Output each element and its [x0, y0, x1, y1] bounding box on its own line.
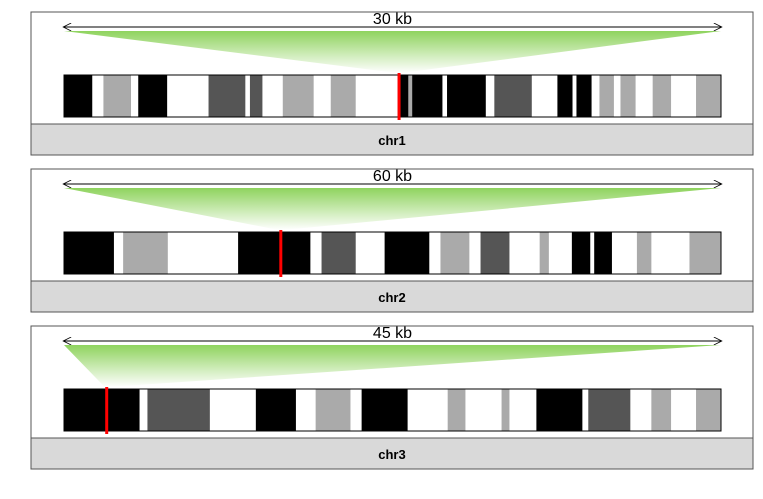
- ideogram-band: [696, 75, 722, 117]
- ideogram-band: [440, 232, 470, 274]
- chromosome-panel-chr3: 45 kb chr3: [30, 325, 754, 470]
- ideogram-band: [671, 75, 697, 117]
- ideogram: [64, 75, 722, 117]
- ideogram-band: [590, 232, 595, 274]
- ideogram-band: [245, 75, 251, 117]
- ideogram-band: [689, 232, 722, 274]
- scale-label: 45 kb: [373, 325, 412, 342]
- ideogram-band: [494, 75, 533, 117]
- ideogram-band: [295, 389, 317, 431]
- ideogram-band: [92, 75, 104, 117]
- ideogram-band: [64, 232, 115, 274]
- ideogram-band: [315, 389, 351, 431]
- ideogram-band: [103, 75, 132, 117]
- ideogram-band: [249, 75, 263, 117]
- ideogram-band: [485, 75, 495, 117]
- ideogram-band: [599, 75, 615, 117]
- ideogram-band: [696, 389, 722, 431]
- ideogram-band: [131, 75, 139, 117]
- ideogram-band: [350, 389, 363, 431]
- ideogram-band: [64, 389, 140, 431]
- ideogram-band: [361, 389, 409, 431]
- scale-label: 60 kb: [373, 168, 412, 185]
- ideogram-band: [531, 75, 558, 117]
- chromosome-title-bar: [30, 280, 754, 313]
- ideogram-band: [384, 232, 430, 274]
- ideogram-band: [123, 232, 169, 274]
- ideogram-band: [408, 75, 413, 117]
- ideogram-band: [582, 389, 589, 431]
- ideogram-band: [480, 232, 510, 274]
- ideogram-band: [412, 75, 443, 117]
- zoom-wedge: [64, 345, 721, 387]
- ideogram-band: [262, 75, 284, 117]
- ideogram-outline: [63, 74, 722, 118]
- ideogram-band: [147, 389, 211, 431]
- ideogram-band: [167, 75, 209, 117]
- ideogram-band: [671, 389, 697, 431]
- ideogram-band: [469, 232, 481, 274]
- ideogram-band: [209, 389, 257, 431]
- ideogram-band: [539, 232, 550, 274]
- ideogram-band: [139, 389, 148, 431]
- ideogram-band: [588, 389, 631, 431]
- ideogram-band: [465, 389, 502, 431]
- chromosome-panel-chr2: 60 kb chr2: [30, 168, 754, 313]
- ideogram-band: [238, 232, 311, 274]
- ideogram-band: [548, 232, 573, 274]
- ideogram-outline: [63, 231, 722, 275]
- ideogram-band: [208, 75, 246, 117]
- ideogram-band: [330, 75, 357, 117]
- ideogram-band: [611, 232, 638, 274]
- zoom-wedge: [64, 188, 721, 230]
- ideogram-band: [501, 389, 510, 431]
- ideogram-band: [651, 232, 690, 274]
- ideogram-band: [64, 75, 93, 117]
- ideogram-band: [321, 232, 357, 274]
- ideogram-band: [594, 232, 613, 274]
- ideogram-band: [355, 75, 399, 117]
- ideogram-band: [397, 75, 409, 117]
- ideogram: [64, 232, 722, 274]
- ideogram-band: [613, 75, 621, 117]
- ideogram-band: [635, 75, 654, 117]
- scale-label: 30 kb: [373, 11, 412, 28]
- ideogram-band: [571, 232, 591, 274]
- ideogram-band: [572, 75, 577, 117]
- chromosome-name: chr2: [378, 290, 405, 305]
- ideogram-band: [442, 75, 448, 117]
- ideogram-band: [138, 75, 168, 117]
- chromosome-panel-chr1: 30 kb chr1: [30, 11, 754, 156]
- chromosome-name: chr1: [378, 133, 405, 148]
- ideogram-band: [407, 389, 449, 431]
- chromosome-title-bar: [30, 437, 754, 470]
- ideogram-band: [636, 232, 652, 274]
- ideogram-band: [652, 75, 672, 117]
- ideogram-band: [651, 389, 672, 431]
- ideogram-band: [113, 232, 124, 274]
- chromosome-title-bar: [30, 123, 754, 156]
- zoom-wedge: [64, 31, 721, 73]
- ideogram-band: [536, 389, 583, 431]
- ideogram-band: [591, 75, 600, 117]
- ideogram-band: [509, 389, 537, 431]
- ideogram-band: [447, 75, 487, 117]
- ideogram-band: [255, 389, 297, 431]
- ideogram-band: [576, 75, 592, 117]
- ideogram-band: [557, 75, 573, 117]
- chromosome-name: chr3: [378, 447, 405, 462]
- ideogram-band: [509, 232, 541, 274]
- ideogram-band: [620, 75, 636, 117]
- ideogram-band: [310, 232, 322, 274]
- ideogram-band: [167, 232, 239, 274]
- ideogram-band: [313, 75, 332, 117]
- ideogram-band: [282, 75, 315, 117]
- ideogram-band: [630, 389, 652, 431]
- ideogram: [64, 389, 722, 431]
- ideogram-outline: [63, 388, 722, 432]
- ideogram-band: [429, 232, 441, 274]
- ideogram-band: [447, 389, 466, 431]
- ideogram-band: [355, 232, 386, 274]
